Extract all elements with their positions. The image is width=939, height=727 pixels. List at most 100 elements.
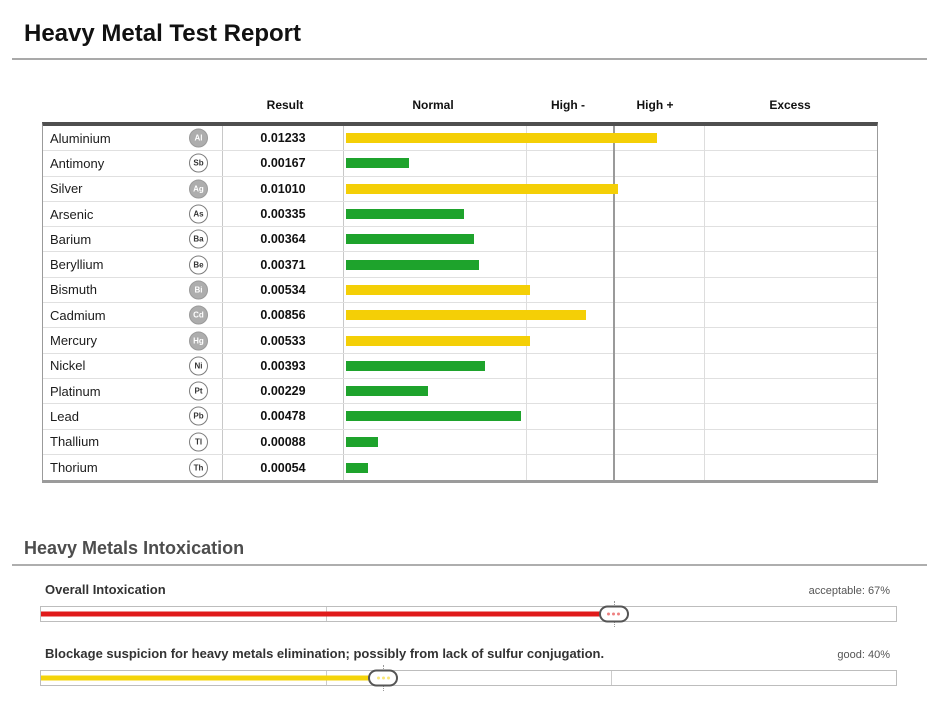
column-header-excess: Excess — [769, 98, 811, 112]
handle-grip-dot — [386, 676, 390, 680]
bar-cell — [344, 252, 877, 276]
section-title: Heavy Metals Intoxication — [24, 538, 245, 558]
element-name: Antimony — [50, 155, 105, 171]
bar-cell — [344, 202, 877, 226]
result-value: 0.00229 — [223, 378, 344, 404]
level-bar — [346, 436, 378, 447]
element-symbol-badge: Al — [189, 128, 208, 148]
result-value: 0.00054 — [223, 454, 344, 481]
element-name: Thorium — [50, 460, 98, 475]
slider-track[interactable] — [40, 665, 897, 691]
table-row: Nickel Ni 0.00393 — [43, 353, 877, 379]
handle-grip-dot — [617, 612, 621, 616]
bar-cell — [344, 126, 877, 150]
bar-cell — [344, 328, 877, 352]
bar-cell — [344, 151, 877, 175]
slider-handle[interactable] — [598, 605, 629, 623]
column-header-normal: Normal — [412, 98, 454, 112]
bar-cell — [344, 379, 877, 403]
handle-grip-dot — [607, 612, 611, 616]
slider-fill — [41, 675, 383, 681]
zone-divider-high — [613, 126, 615, 481]
element-name: Aluminium — [50, 130, 111, 146]
result-value: 0.00534 — [223, 277, 344, 303]
slider-track[interactable] — [40, 601, 897, 627]
bar-cell — [344, 354, 877, 378]
slider-handle[interactable] — [368, 669, 398, 687]
element-name: Platinum — [50, 383, 101, 399]
level-bar — [346, 411, 521, 422]
result-value: 0.00393 — [223, 353, 344, 378]
zone-divider-normal — [526, 126, 527, 481]
element-name: Bismuth — [50, 282, 97, 298]
table-row: Thallium Tl 0.00088 — [43, 429, 877, 455]
slider-label: Blockage suspicion for heavy metals elim… — [45, 646, 605, 661]
result-value: 0.01010 — [223, 176, 344, 201]
slider-status: acceptable: 67% — [808, 585, 890, 597]
section-divider — [12, 564, 927, 566]
column-header-high-minus: High - — [551, 98, 585, 112]
bar-cell — [344, 303, 877, 327]
result-value: 0.00533 — [223, 328, 344, 353]
table-row: Mercury Hg 0.00533 — [43, 328, 877, 354]
slider-status: good: 40% — [837, 649, 890, 661]
element-symbol-badge: Hg — [189, 331, 208, 351]
level-bar — [346, 209, 465, 220]
handle-grip-dot — [612, 612, 616, 616]
column-header-high-plus: High + — [636, 98, 674, 112]
level-bar — [346, 158, 410, 169]
level-bar — [346, 259, 480, 270]
table-row: Cadmium Cd 0.00856 — [43, 303, 877, 329]
result-value: 0.00335 — [223, 201, 344, 227]
element-symbol-badge: Cd — [189, 305, 208, 325]
table-row: Antimony Sb 0.00167 — [43, 151, 877, 177]
result-value: 0.00088 — [223, 429, 344, 454]
result-value: 0.00478 — [223, 404, 344, 429]
element-symbol-badge: As — [189, 204, 208, 224]
handle-grip-dot — [381, 676, 385, 680]
result-value: 0.00856 — [223, 303, 344, 328]
element-symbol-badge: Th — [189, 458, 208, 477]
level-bar — [346, 183, 618, 194]
bar-cell — [344, 430, 877, 454]
table-row: Lead Pb 0.00478 — [43, 404, 877, 430]
element-name: Lead — [50, 408, 79, 424]
element-symbol-badge: Bi — [189, 280, 208, 300]
element-symbol-badge: Tl — [189, 432, 208, 452]
table-row: Platinum Pt 0.00229 — [43, 378, 877, 405]
table-row: Thorium Th 0.00054 — [43, 454, 877, 481]
intoxication-slider: Overall Intoxication acceptable: 67% — [0, 580, 939, 630]
result-value: 0.01233 — [223, 126, 344, 151]
title-divider — [12, 58, 927, 60]
report-table-body: Aluminium Al 0.01233 Antimony Sb 0.00167… — [43, 126, 877, 481]
element-symbol-badge: Ni — [189, 356, 208, 376]
level-bar — [346, 310, 586, 321]
element-symbol-badge: Pt — [189, 381, 208, 401]
element-name: Beryllium — [50, 257, 104, 273]
level-bar — [346, 335, 530, 346]
zone-divider-excess — [704, 126, 705, 481]
element-name: Barium — [50, 231, 92, 247]
slider-fill — [41, 611, 614, 617]
level-bar — [346, 360, 485, 371]
level-bar — [346, 284, 530, 295]
element-name: Arsenic — [50, 206, 94, 222]
table-row: Beryllium Be 0.00371 — [43, 252, 877, 278]
level-bar — [346, 234, 475, 245]
bar-cell — [344, 455, 877, 480]
page-title: Heavy Metal Test Report — [24, 20, 301, 47]
intoxication-slider: Blockage suspicion for heavy metals elim… — [0, 644, 939, 694]
element-symbol-badge: Be — [189, 255, 208, 275]
element-name: Nickel — [50, 358, 86, 374]
result-value: 0.00364 — [223, 227, 344, 252]
table-row: Silver Ag 0.01010 — [43, 176, 877, 202]
bar-cell — [344, 177, 877, 201]
element-symbol-badge: Ag — [189, 179, 208, 199]
track-divider — [610, 671, 612, 685]
element-name: Thallium — [50, 434, 100, 450]
level-bar — [346, 462, 368, 473]
element-name: Silver — [50, 181, 83, 197]
table-row: Arsenic As 0.00335 — [43, 201, 877, 228]
element-symbol-badge: Ba — [189, 229, 208, 249]
bar-cell — [344, 227, 877, 251]
